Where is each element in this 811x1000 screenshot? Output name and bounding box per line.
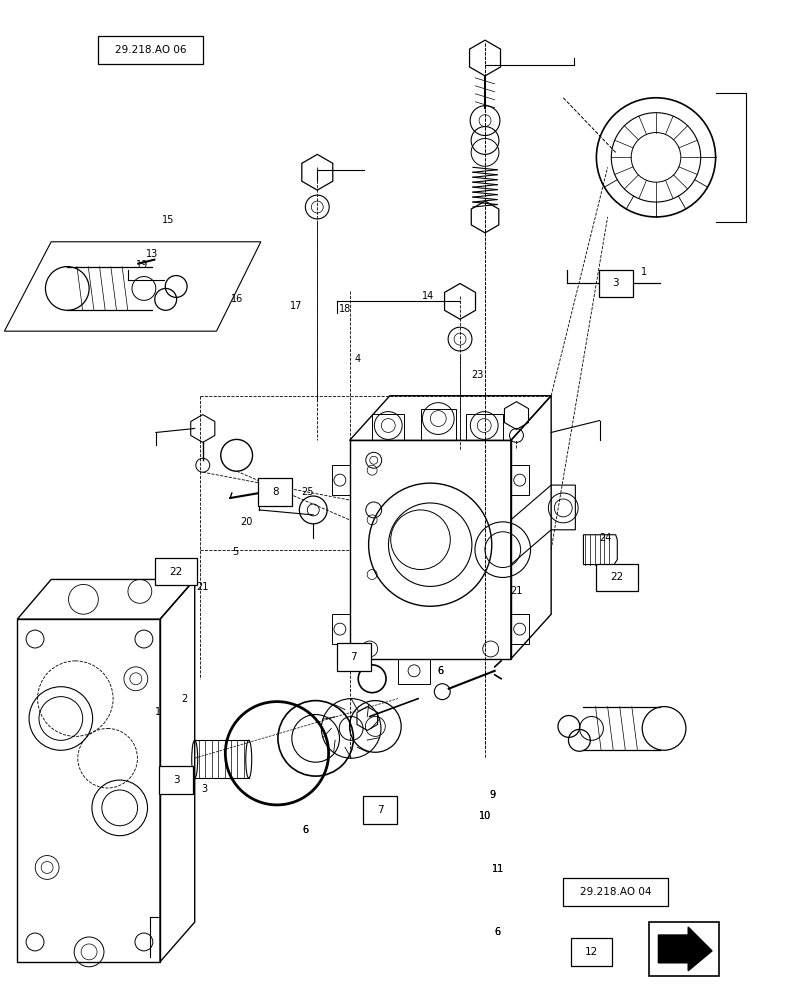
Text: 15: 15	[161, 215, 174, 225]
Text: 9: 9	[488, 790, 495, 800]
Bar	[595, 564, 637, 591]
Bar	[155, 558, 197, 585]
Text: 21: 21	[509, 586, 522, 596]
Text: 2: 2	[620, 275, 626, 285]
Bar	[98, 36, 203, 64]
Text: 17: 17	[290, 301, 303, 311]
Bar	[563, 878, 667, 906]
Text: 8: 8	[272, 487, 278, 497]
Text: 11: 11	[491, 864, 504, 874]
Bar	[363, 796, 397, 824]
Text: 10: 10	[478, 811, 491, 821]
Text: 5: 5	[232, 547, 238, 557]
Text: 6: 6	[302, 825, 308, 835]
Bar	[159, 766, 193, 794]
Bar	[649, 922, 718, 976]
Text: 6: 6	[494, 927, 500, 937]
Text: 1: 1	[640, 267, 646, 277]
Bar	[258, 478, 292, 506]
Text: 24: 24	[599, 533, 611, 543]
Text: 1: 1	[154, 707, 161, 717]
Text: 11: 11	[491, 864, 504, 874]
Text: 19: 19	[136, 260, 148, 270]
Text: 7: 7	[350, 652, 357, 662]
Bar	[598, 270, 632, 297]
Text: 10: 10	[478, 811, 491, 821]
Text: 18: 18	[339, 304, 351, 314]
Text: 12: 12	[584, 947, 598, 957]
Text: 20: 20	[240, 517, 252, 527]
Text: 6: 6	[437, 666, 443, 676]
Text: 3: 3	[173, 775, 179, 785]
Text: 22: 22	[610, 572, 623, 582]
Text: 3: 3	[611, 278, 618, 288]
Text: 7: 7	[376, 805, 383, 815]
Bar	[337, 643, 370, 671]
Text: 25: 25	[301, 487, 314, 497]
Text: 23: 23	[470, 370, 483, 380]
Text: 16: 16	[230, 294, 242, 304]
Text: 22: 22	[169, 567, 182, 577]
Text: 9: 9	[488, 790, 495, 800]
Text: 14: 14	[421, 291, 433, 301]
Text: 3: 3	[201, 784, 207, 794]
Text: 6: 6	[494, 927, 500, 937]
Text: 29.218.AO 06: 29.218.AO 06	[114, 45, 186, 55]
Text: 29.218.AO 04: 29.218.AO 04	[579, 887, 650, 897]
Text: 4: 4	[354, 354, 360, 364]
Text: 2: 2	[181, 694, 187, 704]
Text: 6: 6	[302, 825, 308, 835]
Text: 13: 13	[146, 249, 158, 259]
Text: 21: 21	[196, 582, 208, 592]
Polygon shape	[658, 927, 711, 971]
Bar	[570, 938, 611, 966]
Text: 6: 6	[437, 666, 443, 676]
